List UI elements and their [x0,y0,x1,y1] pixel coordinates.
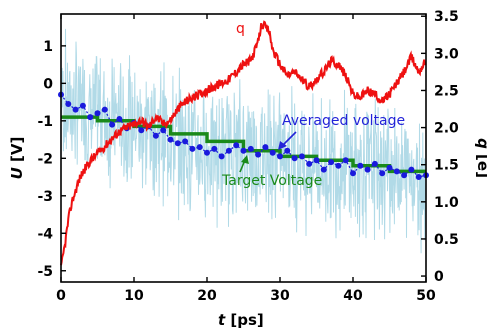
averaged-voltage-point [204,149,210,156]
y-right-axis-label: q [e] [474,138,487,178]
averaged-voltage-point [342,157,349,164]
y-left-tick-label: 0 [43,76,53,92]
y-right-tick-label: 0.5 [434,232,459,248]
y-left-tick-label: 1 [43,39,53,55]
y-left-tick-label: -2 [37,151,53,167]
averaged-voltage-point [298,153,305,160]
y-right-tick-label: 1.0 [434,195,459,211]
averaged-voltage-point [109,121,116,128]
averaged-voltage-point [240,147,247,154]
q-series-label: q [236,21,245,37]
averaged-voltage-point [401,172,408,179]
averaged-voltage-point [291,155,298,162]
x-tick-label: 30 [270,288,290,304]
averaged-voltage-point [335,162,342,169]
y-right-tick-label: 2.0 [434,121,459,137]
averaged-voltage-point [371,160,378,167]
averaged-voltage-point [379,170,386,177]
plot-border [60,13,427,283]
averaged-voltage-point [233,142,240,149]
averaged-voltage-point [101,106,108,113]
axis-ticks: 0 10 20 30 40 50-5-4-3-2-10100.51.01.52.02.53… [37,9,459,304]
y-right-tick-label: 0 [434,269,444,285]
x-axis-label: t [ps] [218,311,264,329]
averaged-voltage-point [247,145,254,152]
averaged-voltage-arrow [281,131,297,147]
target-voltage-arrowhead [241,155,249,164]
averaged-voltage-point [357,162,364,169]
averaged-voltage-point [182,138,189,145]
averaged-voltage-point [255,151,262,158]
y-right-tick-label: 1.5 [434,158,459,174]
x-axis-label-unit: [ps] [225,311,264,329]
q-series [60,20,427,266]
averaged-voltage-point [415,174,422,180]
averaged-voltage-point [174,140,181,147]
y-left-axis-label-symbol: U [8,167,26,179]
y-left-axis-label: U [V] [8,137,26,180]
y-right-tick-label: 3.0 [434,46,459,62]
averaged-voltage-point [189,145,196,152]
averaged-voltage-point [284,147,291,154]
averaged-voltage-point [79,102,86,109]
y-right-tick-label: 2.5 [434,83,459,99]
x-tick-label: 50 [416,288,436,304]
averaged-voltage-point [218,153,225,160]
y-left-tick-label: -5 [37,264,53,280]
x-tick-label: 20 [197,288,217,304]
y-left-tick-label: -1 [37,114,53,130]
averaged-voltage-point [225,147,232,154]
averaged-voltage-point [269,149,276,156]
averaged-voltage-point [116,116,123,122]
averaged-voltage-point [313,157,320,164]
averaged-voltage-point [262,144,269,151]
target-voltage-label: Target Voltage [221,173,322,189]
averaged-voltage-point [211,145,218,152]
averaged-voltage-point [87,114,94,121]
averaged-voltage-point [364,166,371,173]
x-tick-label: 40 [343,288,363,304]
x-tick-label: 10 [124,288,144,304]
averaged-voltage-point [160,127,167,134]
y-left-tick-label: -4 [37,226,53,242]
y-right-axis-label-unit: [e] [474,149,487,178]
averaged-voltage-point [94,110,101,117]
raw-voltage-trace [60,28,427,254]
raw-voltage-band [60,28,427,254]
averaged-voltage-point [72,106,79,113]
averaged-voltage-point [167,136,174,143]
x-axis-label-symbol: t [218,311,226,329]
averaged-voltage-point [138,127,145,134]
averaged-voltage-label: Averaged voltage [282,113,405,129]
y-right-tick-label: 3.5 [434,9,459,25]
averaged-voltage-point [306,160,313,167]
y-left-axis-label-unit: [V] [8,137,26,168]
q-line [60,20,427,266]
y-left-tick-label: -3 [37,189,53,205]
averaged-voltage-point [386,164,393,171]
averaged-voltage-point [350,170,356,177]
averaged-voltage-point [152,132,159,139]
averaged-voltage-arrowhead [278,141,287,150]
y-right-axis-label-symbol: q [474,138,487,149]
averaged-voltage-point [408,166,415,173]
averaged-voltage-point [277,153,283,160]
averaged-voltage-point [393,168,400,175]
averaged-voltage-point [196,144,203,151]
averaged-voltage-point [65,101,72,107]
averaged-voltage-point [328,159,335,166]
x-tick-label: 0 [56,288,66,304]
plot-frame [60,13,427,283]
averaged-voltage-point [320,166,327,173]
